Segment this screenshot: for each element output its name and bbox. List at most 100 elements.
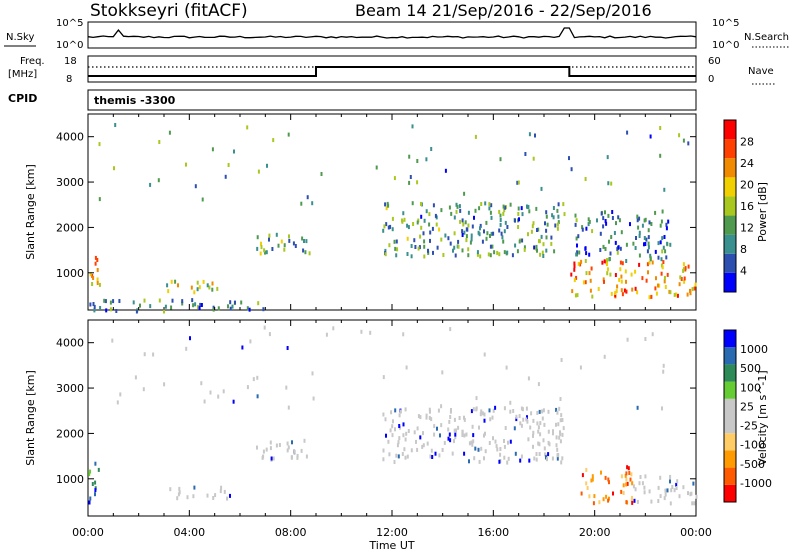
echo-cell xyxy=(626,481,629,486)
echo-cell xyxy=(411,124,414,129)
echo-cell xyxy=(636,499,639,504)
echo-cell xyxy=(643,490,646,495)
echo-cell xyxy=(463,230,466,235)
echo-cell xyxy=(241,345,244,350)
echo-cell xyxy=(658,283,661,288)
echo-cell xyxy=(617,245,620,250)
echo-cell xyxy=(459,219,462,224)
echo-cell xyxy=(461,229,464,234)
echo-cell xyxy=(428,222,431,227)
echo-cell xyxy=(600,470,602,475)
echo-cell xyxy=(509,409,512,414)
echo-cell xyxy=(178,486,181,491)
cpid-value: themis -3300 xyxy=(94,94,176,107)
echo-cell xyxy=(512,409,515,413)
echo-cell xyxy=(607,213,610,218)
echo-cell xyxy=(588,219,591,224)
echo-cell xyxy=(666,488,669,493)
time-tick-label: 12:00 xyxy=(376,526,408,539)
echo-cell xyxy=(499,447,502,451)
echo-cell xyxy=(525,406,528,411)
colorbar-swatch xyxy=(724,381,736,399)
echo-cell xyxy=(489,253,492,258)
echo-cell xyxy=(573,261,576,266)
y-tick-label: 4000 xyxy=(56,337,84,350)
echo-cell xyxy=(608,239,610,244)
echo-cell xyxy=(431,455,434,459)
echo-cell xyxy=(260,245,263,250)
echo-cell xyxy=(389,428,392,433)
echo-cell xyxy=(649,253,652,258)
echo-cell xyxy=(514,218,516,223)
echo-cell xyxy=(584,246,587,251)
echo-cell xyxy=(432,250,434,255)
echo-cell xyxy=(623,288,626,293)
echo-cell xyxy=(109,307,112,312)
echo-cell xyxy=(320,172,323,176)
echo-cell xyxy=(429,230,432,235)
echo-cell xyxy=(385,222,388,227)
echo-cell xyxy=(463,417,466,422)
echo-cell xyxy=(214,493,217,498)
echo-cell xyxy=(532,430,535,435)
echo-cell xyxy=(166,283,169,288)
echo-cell xyxy=(602,277,605,282)
echo-cell xyxy=(420,225,423,230)
echo-cell xyxy=(457,244,460,249)
echo-cell xyxy=(402,422,405,427)
echo-cell xyxy=(611,210,614,214)
echo-cell xyxy=(585,467,588,472)
echo-cell xyxy=(142,387,145,392)
echo-cell xyxy=(263,325,266,330)
echo-cell xyxy=(503,250,506,255)
echo-cell xyxy=(453,417,456,422)
echo-cell xyxy=(233,149,235,154)
echo-cell xyxy=(644,242,647,246)
echo-cell xyxy=(516,180,519,185)
echo-cell xyxy=(96,281,99,285)
echo-cell xyxy=(641,223,644,228)
echo-cell xyxy=(606,155,609,160)
echo-cell xyxy=(360,329,363,334)
cpid-label: CPID xyxy=(8,92,37,105)
echo-cell xyxy=(413,430,416,435)
echo-cell xyxy=(201,197,204,202)
echo-cell xyxy=(406,252,409,256)
echo-cell xyxy=(259,251,262,256)
echo-cell xyxy=(229,493,231,498)
echo-cell xyxy=(149,304,152,309)
echo-cell xyxy=(647,245,650,250)
echo-cell xyxy=(650,499,653,504)
echo-cell xyxy=(616,250,619,255)
echo-cell xyxy=(664,249,667,254)
echo-cell xyxy=(581,227,584,232)
freq-strip: Freq. [MHz] 18 8 60 0 Nave xyxy=(8,55,776,85)
y-tick-label: 4000 xyxy=(56,131,84,144)
echo-cell xyxy=(670,488,673,493)
echo-cell xyxy=(472,439,475,444)
echo-cell xyxy=(661,249,664,254)
echo-cell xyxy=(420,214,423,219)
echo-cell xyxy=(287,132,290,137)
echo-cell xyxy=(406,454,409,459)
echo-cell xyxy=(524,152,527,156)
echo-cell xyxy=(557,220,560,225)
echo-cell xyxy=(485,236,488,241)
echo-cell xyxy=(478,232,481,237)
echo-cell xyxy=(547,452,550,457)
echo-cell xyxy=(483,456,485,461)
echo-cell xyxy=(580,259,583,264)
echo-cell xyxy=(542,408,545,413)
y-tick-label: 2000 xyxy=(56,427,84,440)
echo-cell xyxy=(573,267,576,272)
echo-cell xyxy=(272,138,275,143)
cpid-strip: CPID themis -3300 xyxy=(8,89,697,111)
echo-cell xyxy=(625,471,628,476)
echo-cell xyxy=(695,494,698,499)
echo-cell xyxy=(471,442,474,447)
velocity-panel: 1000 2000 3000 4000 Slant Range [km] 1000 50… xyxy=(24,319,772,517)
echo-cell xyxy=(143,352,146,357)
echo-cell xyxy=(547,409,550,414)
echo-cell xyxy=(609,272,612,277)
